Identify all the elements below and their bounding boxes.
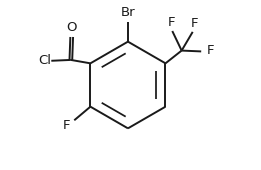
Text: O: O: [67, 21, 77, 34]
Text: F: F: [168, 16, 175, 29]
Text: Br: Br: [121, 6, 135, 19]
Text: Cl: Cl: [38, 54, 51, 67]
Text: F: F: [191, 17, 198, 30]
Text: F: F: [207, 44, 214, 57]
Text: F: F: [63, 119, 70, 132]
